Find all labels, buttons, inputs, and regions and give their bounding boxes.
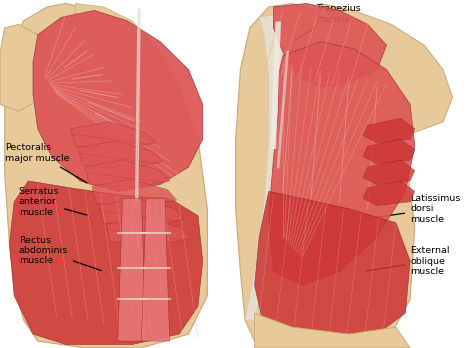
Polygon shape bbox=[269, 42, 415, 285]
Text: Serratus
anterior
muscle: Serratus anterior muscle bbox=[19, 187, 87, 217]
Text: External
oblique
muscle: External oblique muscle bbox=[366, 246, 450, 276]
Polygon shape bbox=[99, 198, 184, 226]
Polygon shape bbox=[71, 122, 155, 150]
Polygon shape bbox=[5, 3, 208, 348]
Polygon shape bbox=[363, 181, 415, 205]
Polygon shape bbox=[363, 139, 415, 164]
Polygon shape bbox=[106, 218, 191, 245]
Polygon shape bbox=[245, 14, 292, 320]
Polygon shape bbox=[363, 118, 415, 143]
Polygon shape bbox=[273, 3, 386, 87]
Text: Latissimus
dorsi
muscle: Latissimus dorsi muscle bbox=[366, 194, 460, 224]
Polygon shape bbox=[236, 3, 415, 348]
Polygon shape bbox=[9, 181, 203, 345]
Polygon shape bbox=[0, 24, 52, 111]
Polygon shape bbox=[75, 3, 151, 49]
Polygon shape bbox=[255, 313, 410, 348]
Polygon shape bbox=[363, 160, 415, 184]
Polygon shape bbox=[78, 141, 163, 169]
Polygon shape bbox=[141, 198, 170, 341]
Text: Pectoralis
major muscle: Pectoralis major muscle bbox=[5, 143, 87, 183]
Polygon shape bbox=[255, 191, 410, 345]
Polygon shape bbox=[320, 3, 453, 132]
Text: Trapezius
muscle: Trapezius muscle bbox=[295, 4, 361, 40]
Polygon shape bbox=[85, 160, 170, 188]
Polygon shape bbox=[92, 179, 177, 207]
Polygon shape bbox=[118, 198, 146, 341]
Polygon shape bbox=[33, 10, 203, 191]
Text: Rectus
abdominis
muscle: Rectus abdominis muscle bbox=[19, 236, 101, 270]
